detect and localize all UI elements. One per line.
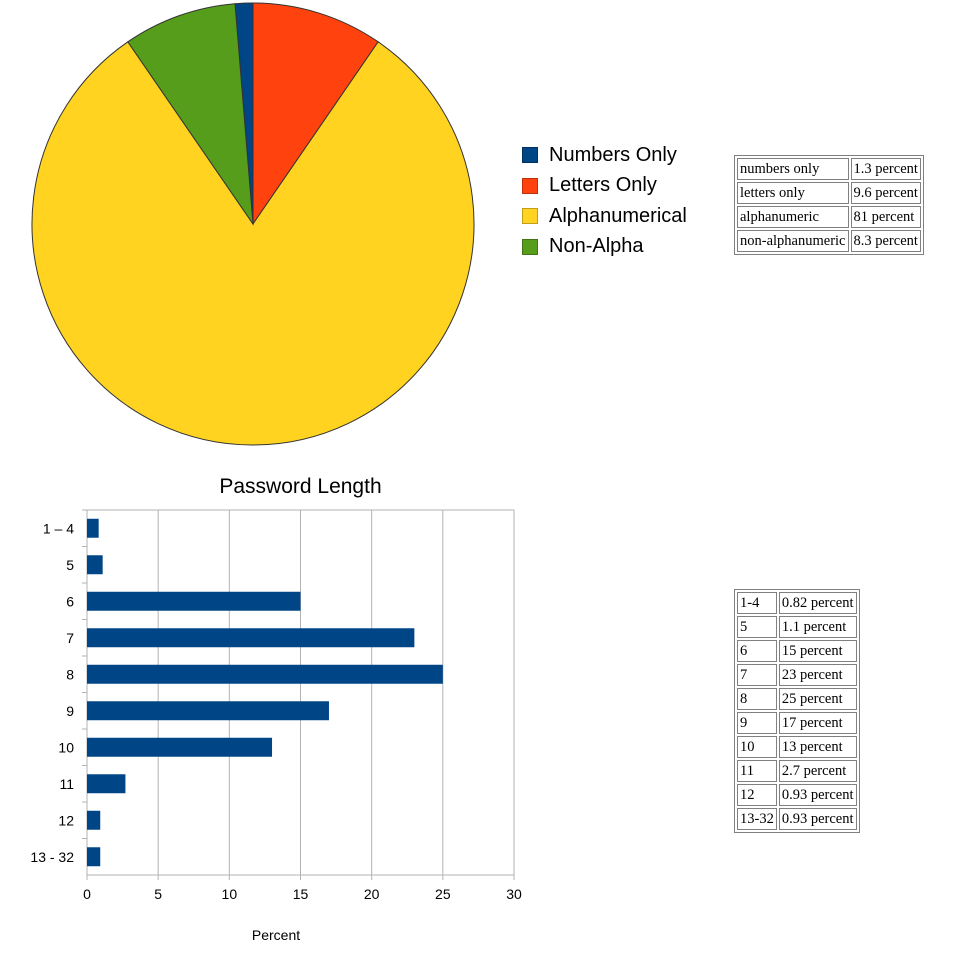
table-cell-label: alphanumeric xyxy=(737,206,849,228)
table-cell-value: 0.82 percent xyxy=(778,592,857,614)
y-tick-label: 11 xyxy=(59,776,74,792)
y-tick-label: 8 xyxy=(66,666,74,682)
pie-slice-non-alpha xyxy=(127,3,254,226)
legend-item-letters-only: Letters Only xyxy=(522,171,687,202)
table-cell-value: 1.3 percent xyxy=(850,158,921,180)
password-length-bar-chart: Password Length 0 5 10 15 20 25 30 1 – 4 5 6 7 8 9 10 1… xyxy=(30,475,522,943)
y-tick-label: 10 xyxy=(58,739,74,755)
table-cell-label: 8 xyxy=(737,688,777,710)
bar-7 xyxy=(87,628,415,648)
table-cell-label: 6 xyxy=(737,640,777,662)
table-row: 5 1.1 percent xyxy=(737,616,857,638)
legend-label: Letters Only xyxy=(549,174,657,197)
table-row: 6 15 percent xyxy=(737,640,857,662)
bar-13-32 xyxy=(87,847,101,867)
table-cell-label: 7 xyxy=(737,664,777,686)
table-row: 11 2.7 percent xyxy=(737,760,857,782)
legend-swatch xyxy=(522,147,538,164)
table-row: 12 0.93 percent xyxy=(737,784,857,806)
table-row: numbers only 1.3 percent xyxy=(737,158,921,180)
table-cell-label: letters only xyxy=(737,182,849,204)
legend-swatch xyxy=(522,238,538,255)
legend-item-numbers-only: Numbers Only xyxy=(522,140,687,171)
legend-label: Non-Alpha xyxy=(549,235,644,258)
x-tick-label: 0 xyxy=(83,886,91,902)
table-cell-value: 81 percent xyxy=(850,206,921,228)
table-cell-value: 0.93 percent xyxy=(778,808,857,830)
x-axis-label: Percent xyxy=(252,927,300,943)
table-cell-value: 9.6 percent xyxy=(850,182,921,204)
x-tick-label: 25 xyxy=(435,886,451,902)
y-tick-label: 12 xyxy=(58,812,74,828)
table-cell-label: 1-4 xyxy=(737,592,777,614)
y-tick-label: 7 xyxy=(66,630,74,646)
y-tick-label: 13 - 32 xyxy=(30,849,74,865)
table-cell-value: 17 percent xyxy=(778,712,857,734)
pie-legend: Numbers Only Letters Only Alphanumerical… xyxy=(522,140,687,262)
bar-12 xyxy=(87,810,101,830)
table-row: 8 25 percent xyxy=(737,688,857,710)
pie-slice-alphanumerical xyxy=(31,41,475,446)
legend-item-non-alpha: Non-Alpha xyxy=(522,232,687,263)
x-tick-label: 5 xyxy=(154,886,162,902)
table-cell-label: 10 xyxy=(737,736,777,758)
table-cell-value: 2.7 percent xyxy=(778,760,857,782)
character-type-table: numbers only 1.3 percent letters only 9.… xyxy=(734,155,924,255)
table-cell-value: 13 percent xyxy=(778,736,857,758)
pie-chart xyxy=(31,2,475,446)
table-cell-label: 9 xyxy=(737,712,777,734)
table-cell-label: numbers only xyxy=(737,158,849,180)
table-row: 1-4 0.82 percent xyxy=(737,592,857,614)
table-cell-label: 12 xyxy=(737,784,777,806)
table-cell-value: 8.3 percent xyxy=(850,230,921,252)
table-row: 7 23 percent xyxy=(737,664,857,686)
table-cell-label: non-alphanumeric xyxy=(737,230,849,252)
x-tick-label: 20 xyxy=(364,886,380,902)
table-row: 9 17 percent xyxy=(737,712,857,734)
bar-10 xyxy=(87,737,273,757)
bar-11 xyxy=(87,774,126,794)
x-tick-label: 30 xyxy=(506,886,522,902)
table-cell-value: 1.1 percent xyxy=(778,616,857,638)
pie-slice-letters-only xyxy=(252,2,379,226)
table-row: non-alphanumeric 8.3 percent xyxy=(737,230,921,252)
y-tick-label: 1 – 4 xyxy=(43,520,74,536)
table-cell-label: 5 xyxy=(737,616,777,638)
bar-5 xyxy=(87,555,103,575)
table-cell-value: 23 percent xyxy=(778,664,857,686)
x-tick-label: 10 xyxy=(222,886,238,902)
table-row: 10 13 percent xyxy=(737,736,857,758)
y-tick-label: 6 xyxy=(66,593,74,609)
table-row: alphanumeric 81 percent xyxy=(737,206,921,228)
table-cell-label: 13-32 xyxy=(737,808,777,830)
bar-9 xyxy=(87,701,329,721)
legend-item-alphanumerical: Alphanumerical xyxy=(522,201,687,232)
table-row: letters only 9.6 percent xyxy=(737,182,921,204)
table-cell-label: 11 xyxy=(737,760,777,782)
bar-8 xyxy=(87,664,443,684)
table-cell-value: 15 percent xyxy=(778,640,857,662)
bar-6 xyxy=(87,591,301,611)
chart-title: Password Length xyxy=(219,475,381,498)
table-cell-value: 0.93 percent xyxy=(778,784,857,806)
y-tick-label: 9 xyxy=(66,703,74,719)
legend-label: Numbers Only xyxy=(549,143,677,166)
bar-1-4 xyxy=(87,518,99,538)
table-row: 13-32 0.93 percent xyxy=(737,808,857,830)
x-tick-label: 15 xyxy=(293,886,309,902)
y-tick-label: 5 xyxy=(66,557,74,573)
legend-swatch xyxy=(522,208,538,225)
legend-swatch xyxy=(522,177,538,194)
password-length-table: 1-4 0.82 percent 5 1.1 percent 6 15 percent… xyxy=(734,589,860,833)
legend-label: Alphanumerical xyxy=(549,204,687,227)
table-cell-value: 25 percent xyxy=(778,688,857,710)
